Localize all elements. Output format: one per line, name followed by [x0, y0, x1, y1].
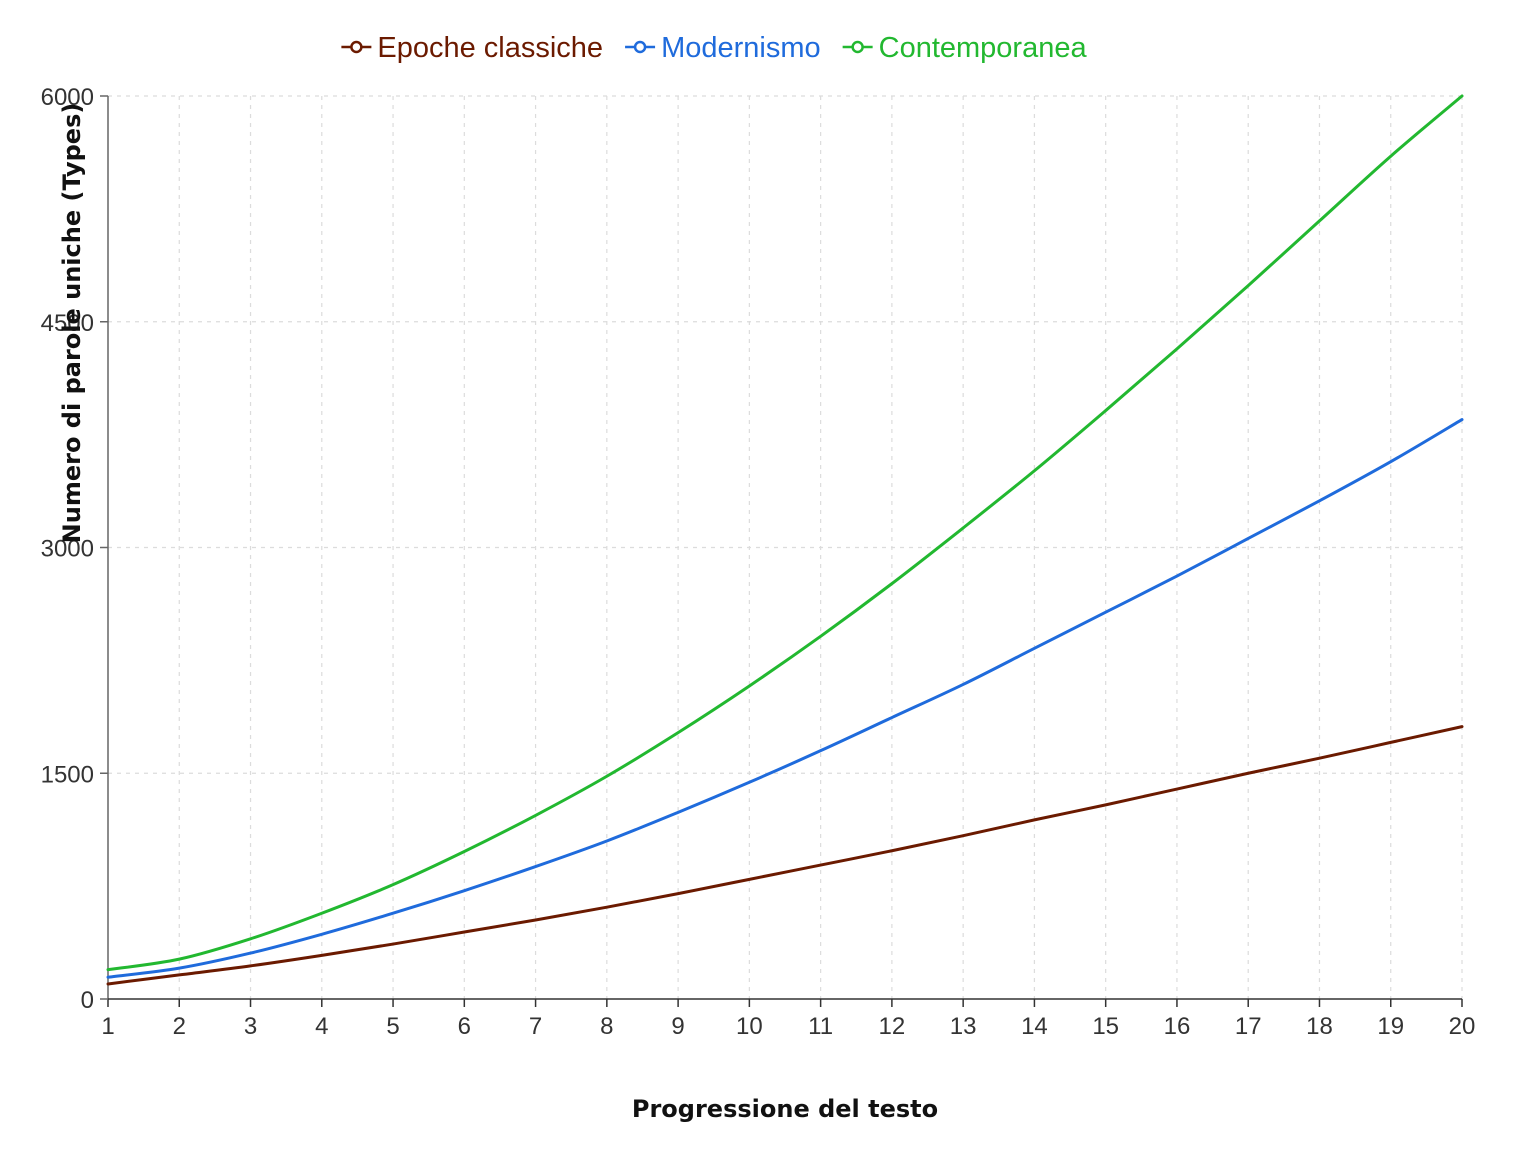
grid — [108, 95, 1463, 999]
legend-item-3: Contemporanea — [842, 32, 1088, 64]
legend-label: Epoche classiche — [377, 32, 603, 64]
x-tick-label: 12 — [879, 1013, 906, 1040]
legend-item-1: Epoche classiche — [341, 32, 603, 64]
x-tick-label: 6 — [458, 1013, 471, 1040]
legend-marker-icon — [851, 40, 864, 54]
x-tick-label: 14 — [1021, 1013, 1048, 1040]
y-tick-label: 4500 — [41, 310, 94, 337]
x-tick-label: 5 — [386, 1013, 399, 1040]
series-line-2 — [106, 418, 1464, 979]
series-line-1 — [106, 725, 1464, 986]
y-axis-ticks: 0 1500 3000 4500 6000 — [41, 84, 108, 1014]
y-tick-label: 6000 — [41, 84, 94, 111]
series-lines — [106, 94, 1464, 986]
legend-marker-icon — [350, 40, 363, 54]
series-line-3 — [106, 94, 1464, 972]
legend-label: Contemporanea — [879, 32, 1088, 64]
x-tick-label: 15 — [1092, 1013, 1119, 1040]
x-tick-label: 18 — [1306, 1013, 1333, 1040]
legend-marker-icon — [633, 40, 647, 54]
x-tick-label: 11 — [808, 1013, 833, 1040]
x-tick-label: 20 — [1449, 1013, 1476, 1040]
x-tick-label: 10 — [736, 1013, 763, 1040]
legend-item-2: Modernismo — [625, 32, 821, 64]
x-tick-label: 8 — [600, 1013, 613, 1040]
x-tick-label: 1 — [101, 1013, 114, 1040]
legend-label: Modernismo — [661, 32, 821, 64]
x-axis-ticks: 1 2 3 4 5 6 7 8 9 10 11 12 13 14 15 16 17 18 19 20 — [101, 999, 1475, 1040]
x-tick-label: 3 — [244, 1013, 257, 1040]
x-tick-label: 9 — [671, 1013, 684, 1040]
x-tick-label: 17 — [1235, 1013, 1262, 1040]
x-tick-label: 7 — [529, 1013, 542, 1040]
y-axis-title: Numero di parole uniche (Types) — [58, 103, 86, 544]
y-tick-label: 3000 — [41, 536, 94, 563]
x-tick-label: 16 — [1164, 1013, 1191, 1040]
x-tick-label: 19 — [1377, 1013, 1404, 1040]
x-tick-label: 4 — [315, 1013, 328, 1040]
x-axis-title: Progressione del testo — [632, 1095, 938, 1123]
x-tick-label: 13 — [950, 1013, 977, 1040]
x-tick-label: 2 — [173, 1013, 186, 1040]
y-tick-label: 0 — [81, 987, 94, 1014]
y-tick-label: 1500 — [41, 761, 94, 788]
legend: Epoche classiche Modernismo Contemporanea — [341, 32, 1087, 64]
